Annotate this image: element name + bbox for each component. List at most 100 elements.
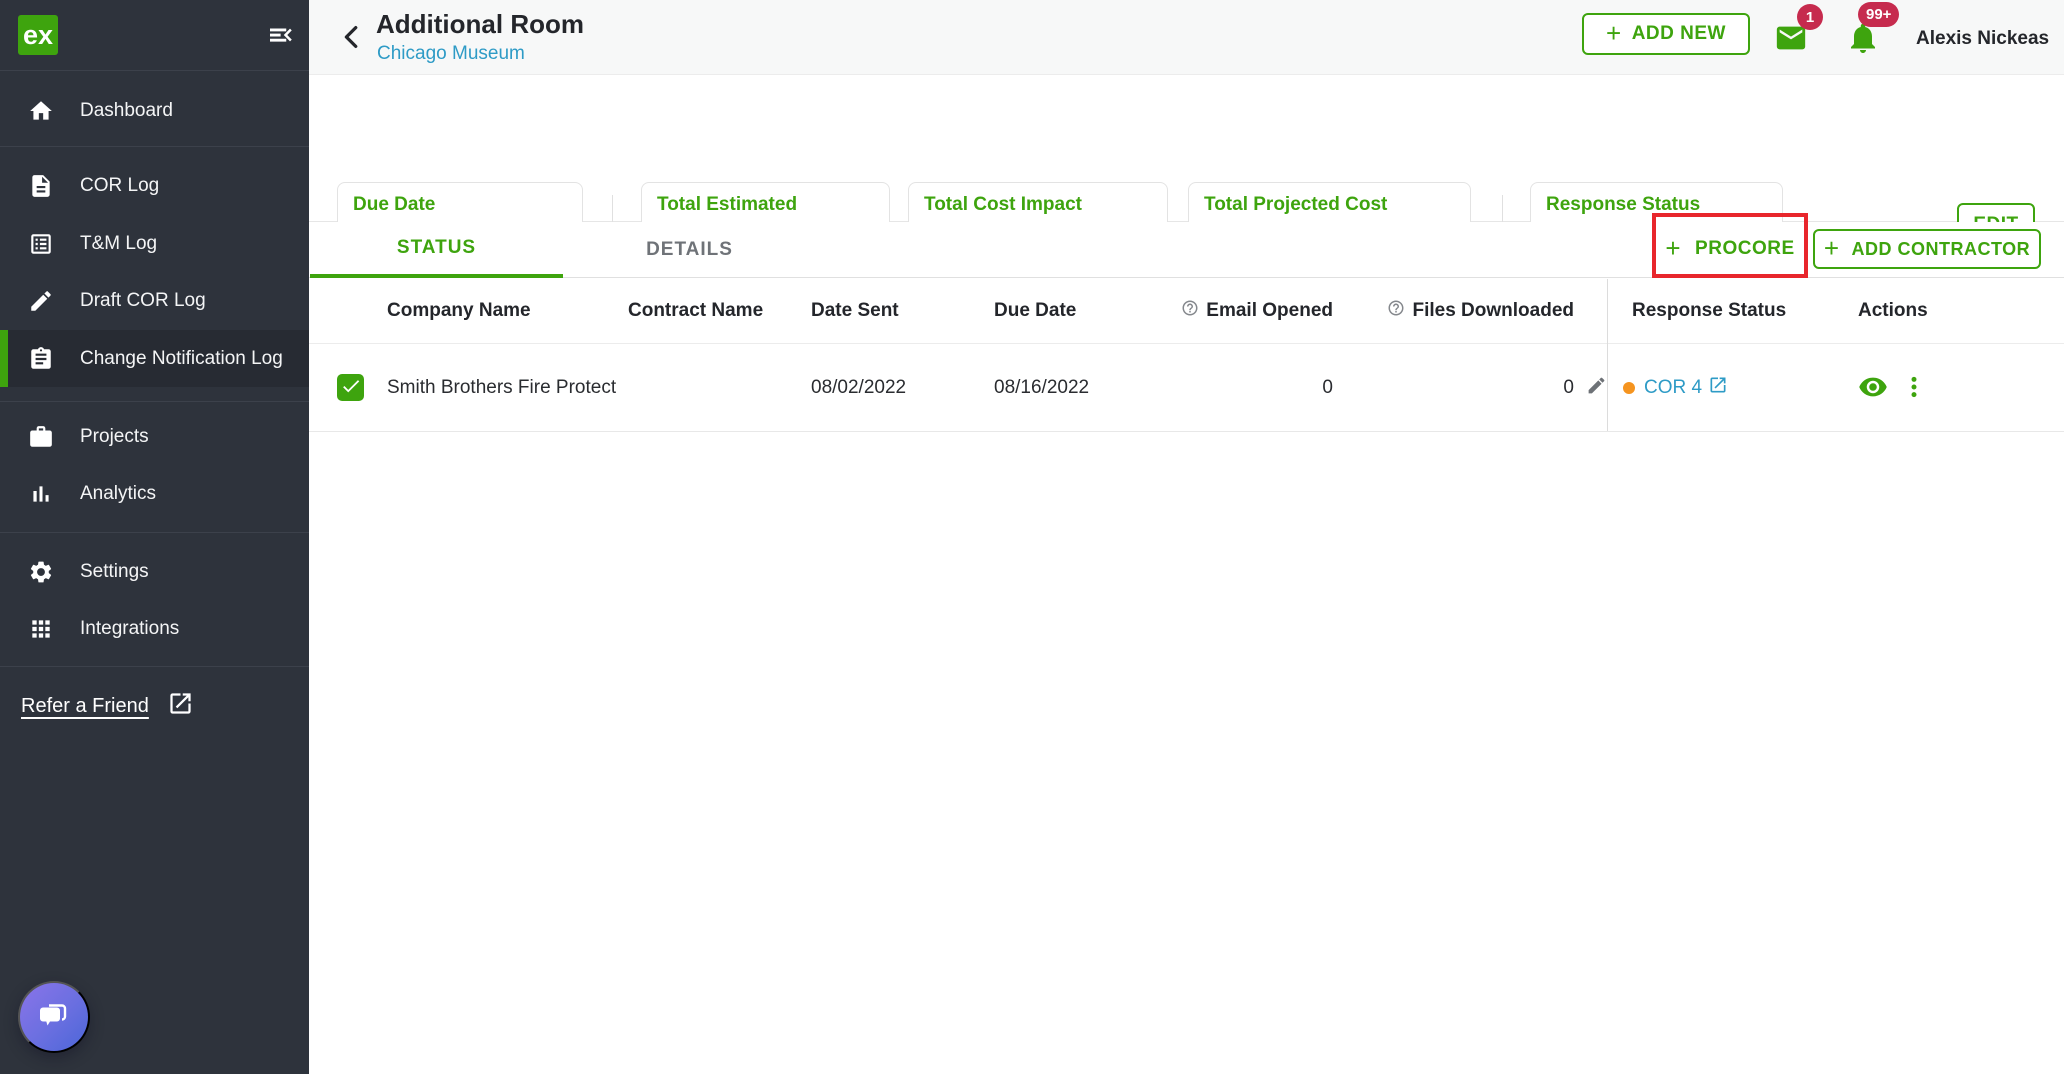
bell-icon [1845, 23, 1881, 60]
column-header-email-opened: Email Opened [1133, 278, 1333, 344]
cell-files-downloaded: 0 [1563, 377, 1574, 398]
sidebar-divider [0, 532, 309, 533]
menu-open-icon [265, 20, 295, 53]
notifications-button[interactable] [1845, 19, 1881, 57]
column-header-contract-name: Contract Name [628, 300, 764, 321]
tab-details[interactable]: DETAILS [563, 222, 816, 278]
bar-chart-icon [28, 481, 54, 507]
brand-logo-text: ex [22, 19, 54, 50]
card-title: Response Status [1546, 194, 1701, 215]
refer-a-friend-label: Refer a Friend [21, 695, 149, 717]
sidebar-item-label: Analytics [80, 482, 157, 504]
briefcase-icon [28, 424, 54, 450]
sidebar-item-label: COR Log [80, 174, 160, 196]
messages-button[interactable] [1770, 21, 1812, 55]
column-header-label: Email Opened [1206, 300, 1333, 321]
top-bar: Additional Room Chicago Museum + ADD NEW… [309, 0, 2064, 75]
sidebar-item-projects[interactable]: Projects [0, 408, 309, 465]
sidebar: ex Dashboard COR Log T&M Log Draft COR L… [0, 0, 309, 1074]
table-vertical-divider [1607, 279, 1608, 431]
sidebar-item-label: T&M Log [80, 232, 158, 254]
list-icon [28, 231, 54, 257]
sidebar-divider [0, 146, 309, 147]
status-dot-icon [1623, 382, 1635, 394]
sidebar-item-tm-log[interactable]: T&M Log [0, 215, 309, 272]
sidebar-item-cor-log[interactable]: COR Log [0, 157, 309, 214]
add-new-label: ADD NEW [1631, 23, 1726, 44]
column-header-actions: Actions [1858, 300, 1928, 321]
cor-link-label: COR 4 [1644, 377, 1703, 398]
help-icon[interactable] [1387, 299, 1405, 323]
sidebar-header: ex [0, 0, 309, 71]
eye-icon [1856, 377, 1890, 405]
sidebar-item-change-notification-log[interactable]: Change Notification Log [0, 330, 309, 387]
summary-section: Due Date 08/16/2022 Date Total Estimated… [309, 75, 2064, 273]
gear-icon [28, 559, 54, 585]
check-icon [340, 375, 362, 400]
sidebar-divider [0, 666, 309, 667]
refer-a-friend-link[interactable]: Refer a Friend [21, 690, 194, 723]
card-title: Total Estimated [657, 194, 798, 215]
table-header-divider [309, 343, 2064, 344]
cell-company-name[interactable]: Smith Brothers Fire Protect… [387, 377, 617, 398]
column-header-label: Files Downloaded [1412, 300, 1574, 321]
grid-icon [28, 616, 54, 642]
envelope-icon [1770, 26, 1812, 58]
add-contractor-button[interactable]: + ADD CONTRACTOR [1813, 229, 2041, 269]
tab-status[interactable]: STATUS [310, 222, 563, 278]
plus-icon: + [1823, 232, 1840, 263]
pencil-icon [28, 288, 54, 314]
tab-bar: STATUS DETAILS [309, 222, 2064, 278]
add-new-button[interactable]: + ADD NEW [1582, 13, 1750, 55]
cell-date-sent: 08/02/2022 [811, 377, 907, 398]
sidebar-item-analytics[interactable]: Analytics [0, 465, 309, 522]
procore-button[interactable]: + PROCORE [1662, 224, 1798, 274]
help-icon[interactable] [1181, 299, 1199, 323]
sidebar-item-label: Dashboard [80, 99, 173, 121]
kebab-icon [1901, 376, 1927, 403]
document-icon [28, 173, 54, 199]
procore-label: PROCORE [1695, 238, 1795, 259]
brand-logo[interactable]: ex [18, 15, 58, 55]
pencil-icon [1586, 375, 1607, 402]
cor-link[interactable]: COR 4 [1644, 375, 1728, 401]
page-title: Additional Room [376, 9, 584, 39]
cell-due-date: 08/16/2022 [994, 377, 1090, 398]
sidebar-item-label: Draft COR Log [80, 289, 206, 311]
chat-widget-button[interactable] [18, 981, 90, 1053]
sidebar-item-label: Integrations [80, 617, 180, 639]
sidebar-item-settings[interactable]: Settings [0, 543, 309, 600]
main-content: Additional Room Chicago Museum + ADD NEW… [309, 0, 2064, 1074]
project-link[interactable]: Chicago Museum [377, 43, 525, 64]
row-checkbox-checked[interactable] [337, 374, 364, 401]
column-header-files-downloaded: Files Downloaded [1354, 278, 1574, 344]
sidebar-item-dashboard[interactable]: Dashboard [0, 82, 309, 139]
column-header-due-date: Due Date [994, 300, 1077, 321]
edit-response-button[interactable] [1586, 344, 1607, 432]
notifications-count-badge: 99+ [1858, 2, 1900, 27]
card-title: Due Date [353, 194, 436, 215]
view-button[interactable] [1855, 372, 1891, 404]
clipboard-icon [28, 346, 54, 372]
sidebar-item-draft-cor-log[interactable]: Draft COR Log [0, 272, 309, 329]
chevron-left-icon [337, 22, 367, 55]
sidebar-item-label: Projects [80, 425, 149, 447]
card-title: Total Projected Cost [1204, 194, 1388, 215]
column-header-date-sent: Date Sent [811, 300, 899, 321]
back-button[interactable] [335, 21, 369, 55]
cell-response-status: COR 4 [1623, 344, 1728, 432]
card-title: Total Cost Impact [924, 194, 1082, 215]
external-link-icon [1708, 375, 1728, 401]
sidebar-item-integrations[interactable]: Integrations [0, 600, 309, 657]
menu-collapse-button[interactable] [264, 20, 296, 52]
sidebar-divider [0, 401, 309, 402]
plus-icon: + [1665, 232, 1682, 263]
external-link-icon [167, 690, 194, 723]
messages-count-badge: 1 [1797, 4, 1823, 30]
row-menu-button[interactable] [1901, 372, 1925, 404]
column-header-company-name: Company Name [387, 300, 531, 321]
add-contractor-label: ADD CONTRACTOR [1851, 238, 2031, 259]
user-name[interactable]: Alexis Nickeas [1916, 28, 2050, 49]
column-header-response-status: Response Status [1632, 300, 1787, 321]
